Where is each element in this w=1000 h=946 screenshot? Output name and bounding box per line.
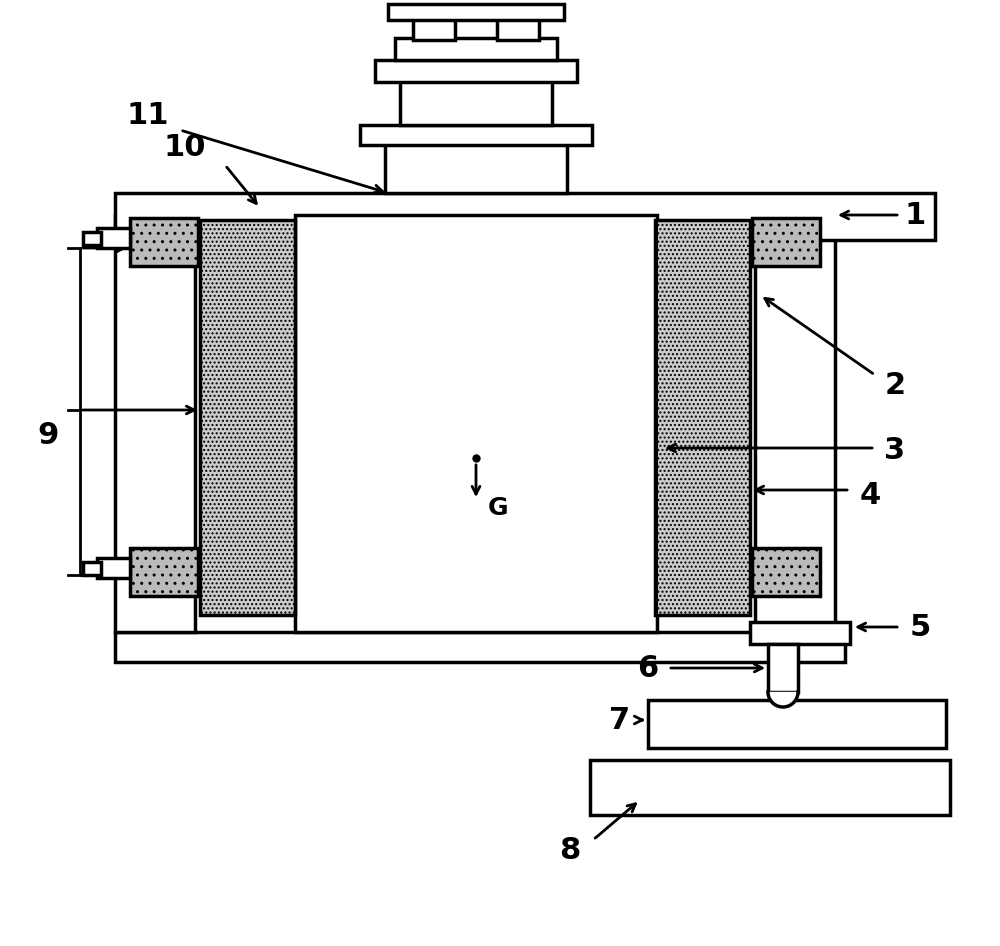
Bar: [400, 80, 552, 125]
Text: 10: 10: [164, 132, 206, 162]
Bar: [768, 644, 798, 692]
Bar: [385, 140, 567, 193]
Bar: [83, 232, 101, 245]
Bar: [755, 215, 835, 632]
Bar: [752, 548, 820, 596]
Bar: [115, 215, 195, 632]
Bar: [97, 228, 130, 248]
Text: 7: 7: [609, 706, 631, 734]
Bar: [388, 4, 564, 20]
Bar: [295, 215, 657, 632]
Bar: [497, 18, 539, 40]
Bar: [115, 193, 935, 240]
Text: 8: 8: [559, 835, 581, 865]
Text: 9: 9: [37, 421, 59, 449]
Text: 6: 6: [637, 654, 659, 682]
Bar: [130, 218, 198, 266]
Bar: [413, 18, 455, 40]
Text: 3: 3: [884, 435, 906, 464]
Bar: [115, 632, 845, 662]
Bar: [200, 220, 295, 615]
Bar: [655, 220, 750, 615]
Bar: [97, 558, 130, 578]
Bar: [83, 562, 101, 575]
Bar: [395, 38, 557, 60]
Bar: [360, 125, 592, 145]
Text: 1: 1: [904, 201, 926, 230]
Bar: [375, 60, 577, 82]
Text: 4: 4: [859, 481, 881, 510]
Text: 5: 5: [909, 612, 931, 641]
Bar: [590, 760, 950, 815]
Text: 11: 11: [127, 100, 169, 130]
Bar: [130, 548, 198, 596]
Bar: [752, 218, 820, 266]
Bar: [648, 700, 946, 748]
Bar: [750, 622, 850, 644]
Text: 2: 2: [884, 371, 906, 399]
Text: G: G: [488, 496, 508, 520]
